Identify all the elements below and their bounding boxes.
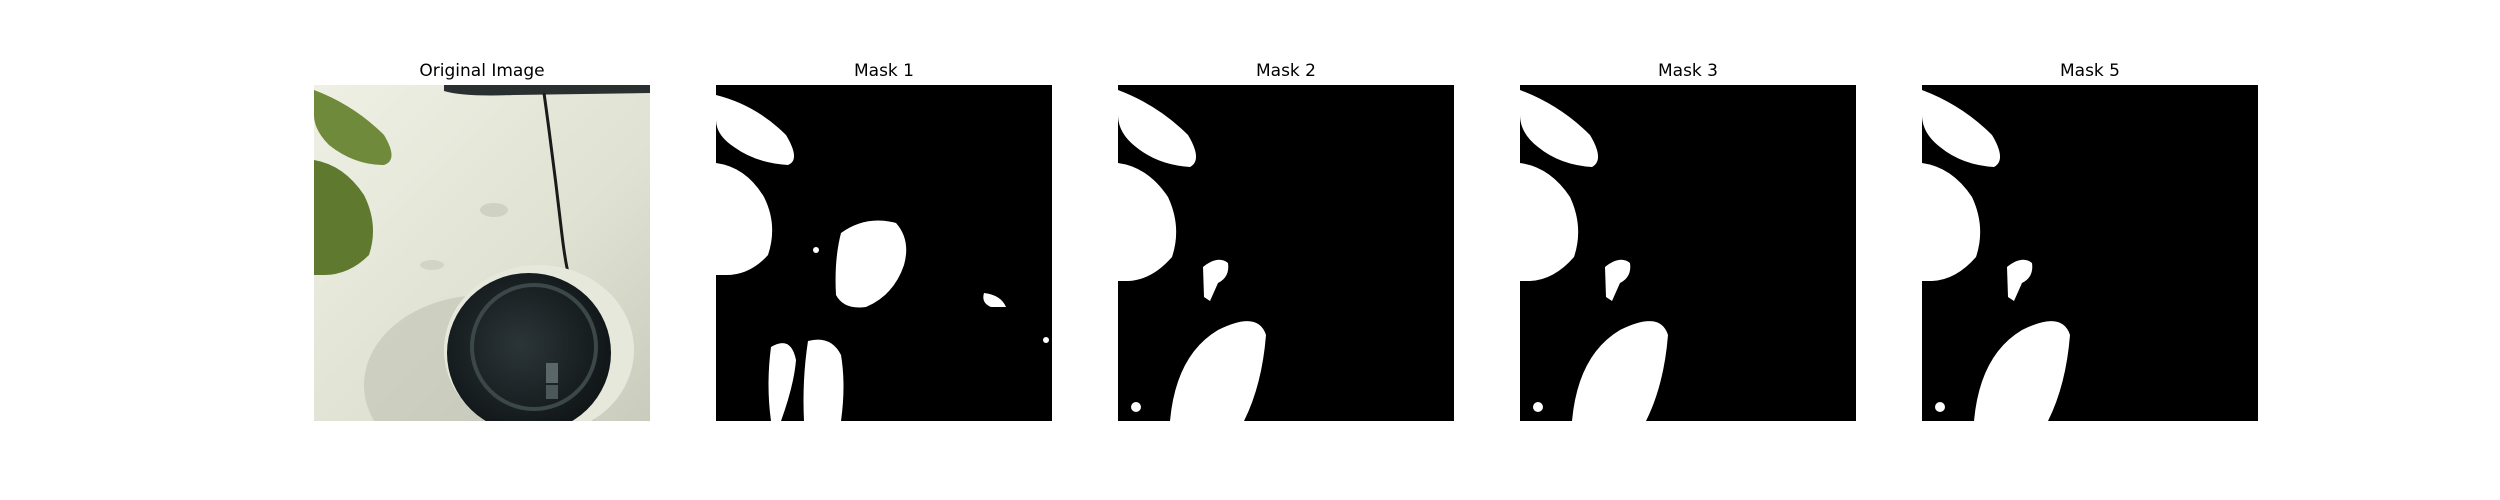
mask-3-panel: Mask 3 [1520, 61, 1856, 421]
cap-reflection [546, 385, 558, 399]
mask-region [768, 343, 796, 421]
mask-speck [1533, 402, 1543, 412]
blemish [480, 203, 508, 217]
mask-region [1974, 321, 2070, 421]
panel-title: Mask 2 [1255, 61, 1316, 81]
mask-region [1170, 321, 1266, 421]
mask-speck [813, 247, 819, 253]
panel-title: Mask 1 [853, 61, 914, 81]
mask-5-panel: Mask 5 [1922, 61, 2258, 421]
top-trim [444, 85, 650, 96]
mask-2-panel: Mask 2 [1118, 61, 1454, 421]
mask-region [1922, 90, 2001, 167]
mask-1-image [716, 85, 1052, 421]
mask-3-image [1520, 85, 1856, 421]
blemish [420, 260, 444, 270]
mask-speck [1935, 402, 1945, 412]
mask-region [1520, 163, 1579, 281]
mask-region [716, 95, 795, 165]
fuel-cap-ring [470, 283, 598, 411]
mask-region [1520, 90, 1599, 167]
mask-region [803, 339, 844, 421]
mask-region [2007, 259, 2033, 301]
panel-title: Mask 3 [1657, 61, 1718, 81]
mask-region [1118, 163, 1177, 281]
mask-region [835, 220, 907, 308]
panel-title: Original Image [419, 61, 545, 81]
mask-2-image [1118, 85, 1454, 421]
mask-region [1572, 321, 1668, 421]
mask-1-panel: Mask 1 [716, 61, 1052, 421]
mask-region [1922, 163, 1981, 281]
original-image [314, 85, 650, 421]
cap-reflection [546, 363, 558, 383]
mask-region [1203, 259, 1229, 301]
mask-region [1605, 259, 1631, 301]
leaf-top [314, 90, 392, 165]
mask-region [716, 163, 773, 275]
leaf-bottom [314, 160, 373, 275]
fuel-cap [447, 273, 611, 421]
mask-region [983, 293, 1006, 307]
mask-speck [1043, 337, 1049, 343]
mask-region [1118, 90, 1197, 167]
panel-title: Mask 5 [2059, 61, 2120, 81]
mask-speck [1131, 402, 1141, 412]
mask-5-image [1922, 85, 2258, 421]
original-image-panel: Original Image [314, 61, 650, 421]
